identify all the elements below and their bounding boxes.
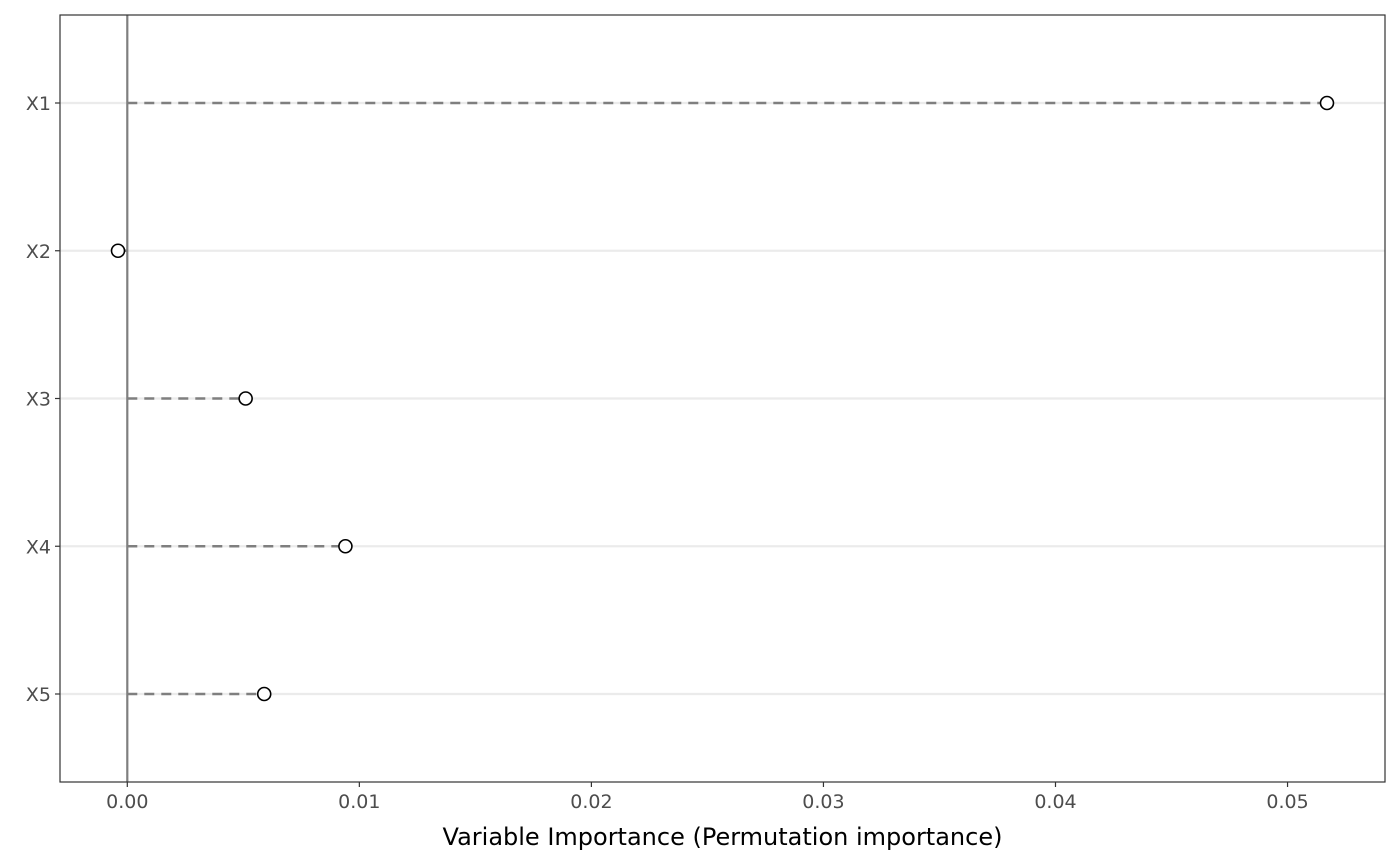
x-tick-label-2: 0.02 [570,791,612,813]
x-tick-label-4: 0.04 [1034,791,1076,813]
y-tick-label-x3: X3 [26,389,51,411]
point-x5 [256,686,272,702]
x-tick-label-0: 0.00 [106,791,148,813]
x-tick-label-5: 0.05 [1266,791,1308,813]
x-axis-title: Variable Importance (Permutation importa… [443,823,1003,851]
point-x2 [110,243,126,259]
y-tick-label-x5: X5 [26,684,51,706]
y-tick-label-x4: X4 [26,536,51,558]
y-tick-label-x2: X2 [26,241,51,263]
x-axis: 0.00 0.01 0.02 0.03 0.04 0.05 [106,782,1309,813]
points [110,95,1335,702]
point-x1 [1319,95,1335,111]
point-x3 [238,391,253,406]
y-axis: X1 X2 X3 X4 X5 [26,93,60,706]
point-x4 [338,538,353,554]
x-tick-label-1: 0.01 [338,791,380,813]
y-tick-label-x1: X1 [26,93,51,115]
x-tick-label-3: 0.03 [802,791,844,813]
